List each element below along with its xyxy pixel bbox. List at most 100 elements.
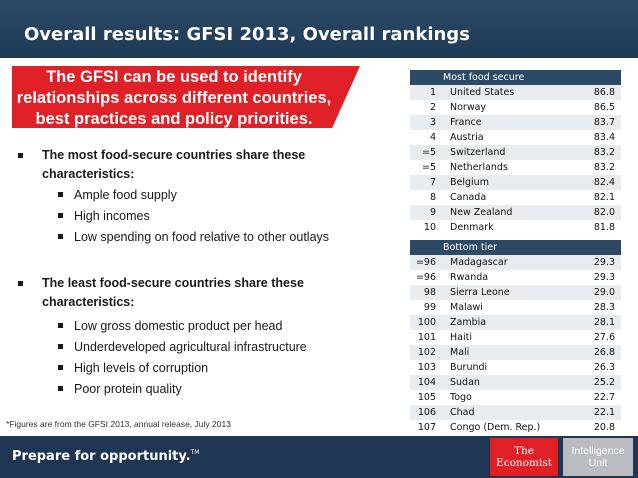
- table-row: 103 Burundi 26.3: [410, 360, 621, 375]
- rank-cell: 9: [429, 207, 436, 218]
- most-food-secure-table: Most food secure 1 United States 86.8 2 Norw…: [410, 70, 621, 235]
- rank-cell: =96: [415, 272, 436, 283]
- table-row: 106 Chad 22.1: [410, 405, 621, 420]
- country-cell: Rwanda: [450, 272, 489, 283]
- score-cell: 20.8: [593, 422, 615, 433]
- trademark-mark: TM: [190, 449, 200, 456]
- rank-cell: 3: [429, 117, 436, 128]
- table-header: Most food secure: [410, 70, 621, 85]
- country-cell: Norway: [450, 102, 487, 113]
- score-cell: 29.3: [593, 257, 615, 268]
- table-row: 107 Congo (Dem. Rep.) 20.8: [410, 420, 621, 435]
- rank-cell: 104: [417, 377, 436, 388]
- callout-line: relationships across different countries…: [16, 89, 332, 107]
- score-cell: 27.6: [593, 332, 615, 343]
- rank-cell: =5: [421, 162, 436, 173]
- score-cell: 29.3: [593, 272, 615, 283]
- square-bullet-icon: [58, 213, 63, 218]
- table-row: 8 Canada 82.1: [410, 190, 621, 205]
- score-cell: 25.2: [593, 377, 615, 388]
- score-cell: 28.3: [593, 302, 615, 313]
- rank-cell: 7: [429, 177, 436, 188]
- table-row: 7 Belgium 82.4: [410, 175, 621, 190]
- slide-header: Overall results: GFSI 2013, Overall rank…: [0, 0, 638, 58]
- footnote: *Figures are from the GFSI 2013, annual …: [6, 419, 231, 429]
- table-row: 2 Norway 86.5: [410, 100, 621, 115]
- economist-logo-line: Economist: [496, 457, 552, 469]
- score-cell: 29.0: [593, 287, 615, 298]
- score-cell: 28.1: [593, 317, 615, 328]
- table-row: 99 Malawi 28.3: [410, 300, 621, 315]
- rank-cell: 8: [429, 192, 436, 203]
- iu-logo-line: Intelligence: [571, 445, 625, 457]
- least-secure-characteristics: The least food-secure countries share th…: [18, 274, 378, 399]
- country-cell: Togo: [450, 392, 472, 403]
- rank-cell: 2: [429, 102, 436, 113]
- bullet-heading-line: characteristics:: [42, 295, 135, 309]
- sub-bullet: Low spending on food relative to other o…: [18, 227, 378, 247]
- tagline: Prepare for opportunity.TM: [12, 449, 199, 464]
- sub-bullet: High levels of corruption: [18, 358, 378, 378]
- country-cell: Sudan: [450, 377, 480, 388]
- intelligence-unit-logo: Intelligence Unit: [563, 438, 633, 476]
- callout-line: The GFSI can be used to identify: [46, 68, 302, 86]
- iu-logo-line: Unit: [588, 457, 608, 469]
- square-bullet-icon: [58, 386, 63, 391]
- rank-cell: 100: [417, 317, 436, 328]
- square-bullet-icon: [58, 192, 63, 197]
- rank-cell: 102: [417, 347, 436, 358]
- table-row: =96 Rwanda 29.3: [410, 270, 621, 285]
- rank-cell: 10: [423, 222, 436, 233]
- bullet-heading-line: The most food-secure countries share the…: [42, 148, 306, 162]
- sub-bullet: Ample food supply: [18, 185, 378, 205]
- sub-bullet-text: Ample food supply: [74, 188, 177, 202]
- table-row: 9 New Zealand 82.0: [410, 205, 621, 220]
- rank-cell: =5: [421, 147, 436, 158]
- score-cell: 81.8: [593, 222, 615, 233]
- rank-cell: 99: [423, 302, 436, 313]
- score-cell: 83.2: [593, 162, 615, 173]
- table-header-label: Most food secure: [443, 72, 525, 83]
- economist-logo: The Economist: [490, 438, 558, 476]
- score-cell: 22.7: [593, 392, 615, 403]
- score-cell: 26.3: [593, 362, 615, 373]
- rank-cell: 1: [429, 87, 436, 98]
- sub-bullet-text: High incomes: [74, 209, 150, 223]
- table-row: =5 Switzerland 83.2: [410, 145, 621, 160]
- table-header: Bottom tier: [410, 240, 621, 255]
- table-row: 101 Haiti 27.6: [410, 330, 621, 345]
- rank-cell: 103: [417, 362, 436, 373]
- country-cell: Denmark: [450, 222, 494, 233]
- country-cell: Burundi: [450, 362, 488, 373]
- table-row: 3 France 83.7: [410, 115, 621, 130]
- callout-line: best practices and policy priorities.: [35, 110, 313, 128]
- country-cell: Zambia: [450, 317, 487, 328]
- sub-bullet: Poor protein quality: [18, 379, 378, 399]
- economist-logo-line: The: [514, 445, 534, 457]
- table-row: 100 Zambia 28.1: [410, 315, 621, 330]
- rank-cell: 98: [423, 287, 436, 298]
- country-cell: Chad: [450, 407, 475, 418]
- sub-bullet-text: Poor protein quality: [74, 382, 182, 396]
- country-cell: Madagascar: [450, 257, 508, 268]
- bullet-heading: The most food-secure countries share the…: [18, 146, 378, 184]
- country-cell: Netherlands: [450, 162, 508, 173]
- bullet-heading-line: characteristics:: [42, 167, 135, 181]
- country-cell: Sierra Leone: [450, 287, 510, 298]
- rank-cell: 101: [417, 332, 436, 343]
- sub-bullet: Low gross domestic product per head: [18, 316, 378, 336]
- rank-cell: =96: [415, 257, 436, 268]
- square-bullet-icon: [58, 234, 63, 239]
- country-cell: Belgium: [450, 177, 489, 188]
- country-cell: Mali: [450, 347, 470, 358]
- country-cell: France: [450, 117, 482, 128]
- rank-cell: 106: [417, 407, 436, 418]
- score-cell: 83.2: [593, 147, 615, 158]
- table-row: 98 Sierra Leone 29.0: [410, 285, 621, 300]
- bottom-tier-table: Bottom tier =96 Madagascar 29.3 =96 Rwanda 29…: [410, 240, 621, 435]
- score-cell: 22.1: [593, 407, 615, 418]
- table-row: 105 Togo 22.7: [410, 390, 621, 405]
- country-cell: Switzerland: [450, 147, 506, 158]
- sub-bullet-text: Underdeveloped agricultural infrastructu…: [74, 340, 307, 354]
- score-cell: 82.0: [593, 207, 615, 218]
